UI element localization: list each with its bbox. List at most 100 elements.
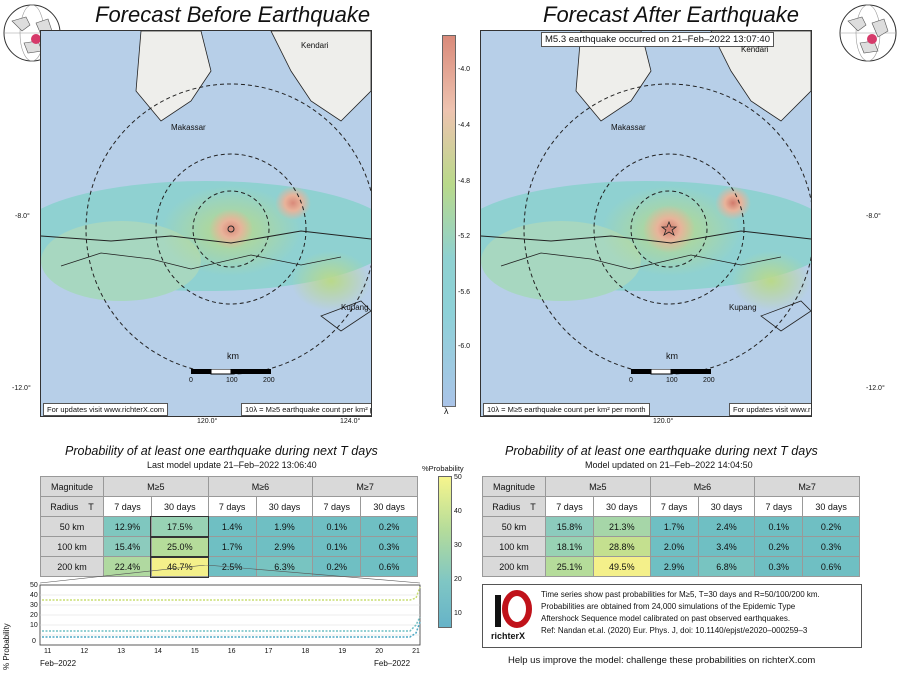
right-city-label-kupang: Kupang [729,303,757,312]
left-prob-title: Probability of at least one earthquake d… [65,444,378,458]
right-updates-note: For updates visit www.richterX.com [729,403,811,416]
scale-tick-0: 0 [189,377,193,384]
prob-cell: 0.2% [360,516,418,537]
magnitude-header: Magnitude [40,476,104,497]
left-forecast-map[interactable]: Kendari Makassar Kupang km 0 100 200 For… [40,30,372,417]
prob-cell: 2.9% [255,536,314,557]
right-title: Forecast After Earthquake [543,2,799,27]
radius-t-header: Radius T [482,496,546,517]
city-label-kendari: Kendari [301,41,329,50]
right-city-label-kendari: Kendari [741,45,769,54]
prob-cb-tick: 50 [454,474,462,481]
left-title: Forecast Before Earthquake [95,2,371,27]
prob-cell: 12.9% [103,516,152,537]
colorbar-tick-5: -5.6 [458,289,471,296]
prob-cell: 17.5% [150,515,210,538]
ytick: 30 [30,602,38,609]
period-header: 30 days [802,496,860,517]
city-label-kupang: Kupang [341,303,369,312]
prob-cell: 21.3% [592,516,651,537]
right-map-canvas [481,31,811,416]
ytick: 10 [30,622,38,629]
scale-tick-200: 200 [263,377,275,384]
probability-timeseries [39,565,421,646]
lambda-colorbar [442,35,456,407]
prob-cell: 0.1% [312,536,362,557]
xlabel-right: Feb–2022 [374,659,411,668]
prob-cell: 0.3% [360,536,418,557]
prob-cell: 18.1% [545,536,594,557]
right-scale-tick-200: 200 [703,377,715,384]
prob-cell: 2.0% [649,536,699,557]
left-map-canvas [41,31,371,416]
prob-cell: 0.3% [754,556,804,577]
period-header: 30 days [255,496,314,517]
prob-cell: 0.6% [360,556,418,577]
prob-cell: 46.7% [150,555,210,578]
info-box: richterX Time series show past probabili… [482,584,862,648]
prob-cell: 1.7% [207,536,257,557]
scale-unit: km [227,351,239,361]
richterx-logo-icon [495,590,532,628]
prob-cell: 49.5% [592,556,651,577]
prob-cell: 22.4% [103,556,152,577]
prob-cell: 25.1% [545,556,594,577]
mag6-header: M≥6 [649,476,756,497]
colorbar-tick-1: -4.0 [458,66,471,73]
scale-tick-100: 100 [226,377,238,384]
timeseries-xticks: 11 12 13 14 15 16 17 18 19 20 21 [44,648,420,655]
right-prob-note: Model updated on 21–Feb–2022 14:04:50 [585,460,753,470]
left-lat-tick-12: -12.0° [12,385,31,392]
info-text: Time series show past probabilities for … [541,590,820,635]
prob-cell: 1.7% [649,516,699,537]
period-header: 7 days [545,496,594,517]
mag7-header: M≥7 [312,476,418,497]
period-header: 7 days [207,496,257,517]
right-lat-tick-8: -8.0° [866,213,881,220]
period-header: 30 days [150,496,209,517]
radius-label: 100 km [482,536,546,557]
prob-cell: 28.8% [592,536,651,557]
prob-cb-tick: 20 [454,576,462,583]
left-updates-note: For updates visit www.richterX.com [43,403,169,416]
right-forecast-map[interactable]: M5.3 earthquake occurred on 21–Feb–2022 … [480,30,812,417]
prob-colorbar-label: %Probability [422,464,464,473]
radius-t-header: Radius T [40,496,104,517]
help-link[interactable]: Help us improve the model: challenge the… [508,655,816,666]
right-scale-unit: km [666,351,678,361]
prob-cell: 6.3% [255,556,314,577]
mag5-header: M≥5 [545,476,651,497]
left-prob-note: Last model update 21–Feb–2022 13:06:40 [147,460,317,470]
mag6-header: M≥6 [207,476,314,497]
left-legend-note: 10λ = M≥5 earthquake count per km² per m… [241,403,371,416]
radius-label: 50 km [40,516,104,537]
left-probability-table: Magnitude M≥5 M≥6 M≥7 Radius T 7 days 30… [40,476,418,578]
left-lat-tick-8: -8.0° [15,213,30,220]
prob-cell: 0.1% [754,516,804,537]
ytick: 50 [30,582,38,589]
colorbar-tick-2: -4.4 [458,122,471,129]
period-header: 30 days [697,496,756,517]
left-lon-tick-120: 120.0° [197,418,218,425]
timeseries-ylabel: % Probability [2,623,11,670]
right-scale-tick-0: 0 [629,377,633,384]
left-lon-tick-124: 124.0° [340,418,361,425]
prob-cell: 0.3% [802,536,860,557]
prob-cell: 1.4% [207,516,257,537]
prob-cell: 15.8% [545,516,594,537]
right-probability-table: Magnitude M≥5 M≥6 M≥7 Radius T 7 days 30… [482,476,860,577]
prob-cell: 1.9% [255,516,314,537]
prob-cell: 2.9% [649,556,699,577]
city-label-makassar: Makassar [171,123,206,132]
colorbar-tick-6: -6.0 [458,343,471,350]
colorbar-symbol: λ [444,406,449,416]
logo-text: richterX [491,631,526,641]
radius-label: 100 km [40,536,104,557]
right-prob-title: Probability of at least one earthquake d… [505,444,818,458]
period-header: 7 days [103,496,152,517]
period-header: 7 days [754,496,804,517]
prob-cb-tick: 10 [454,610,462,617]
period-header: 30 days [592,496,651,517]
prob-cb-tick: 30 [454,542,462,549]
xlabel-left: Feb–2022 [40,659,77,668]
